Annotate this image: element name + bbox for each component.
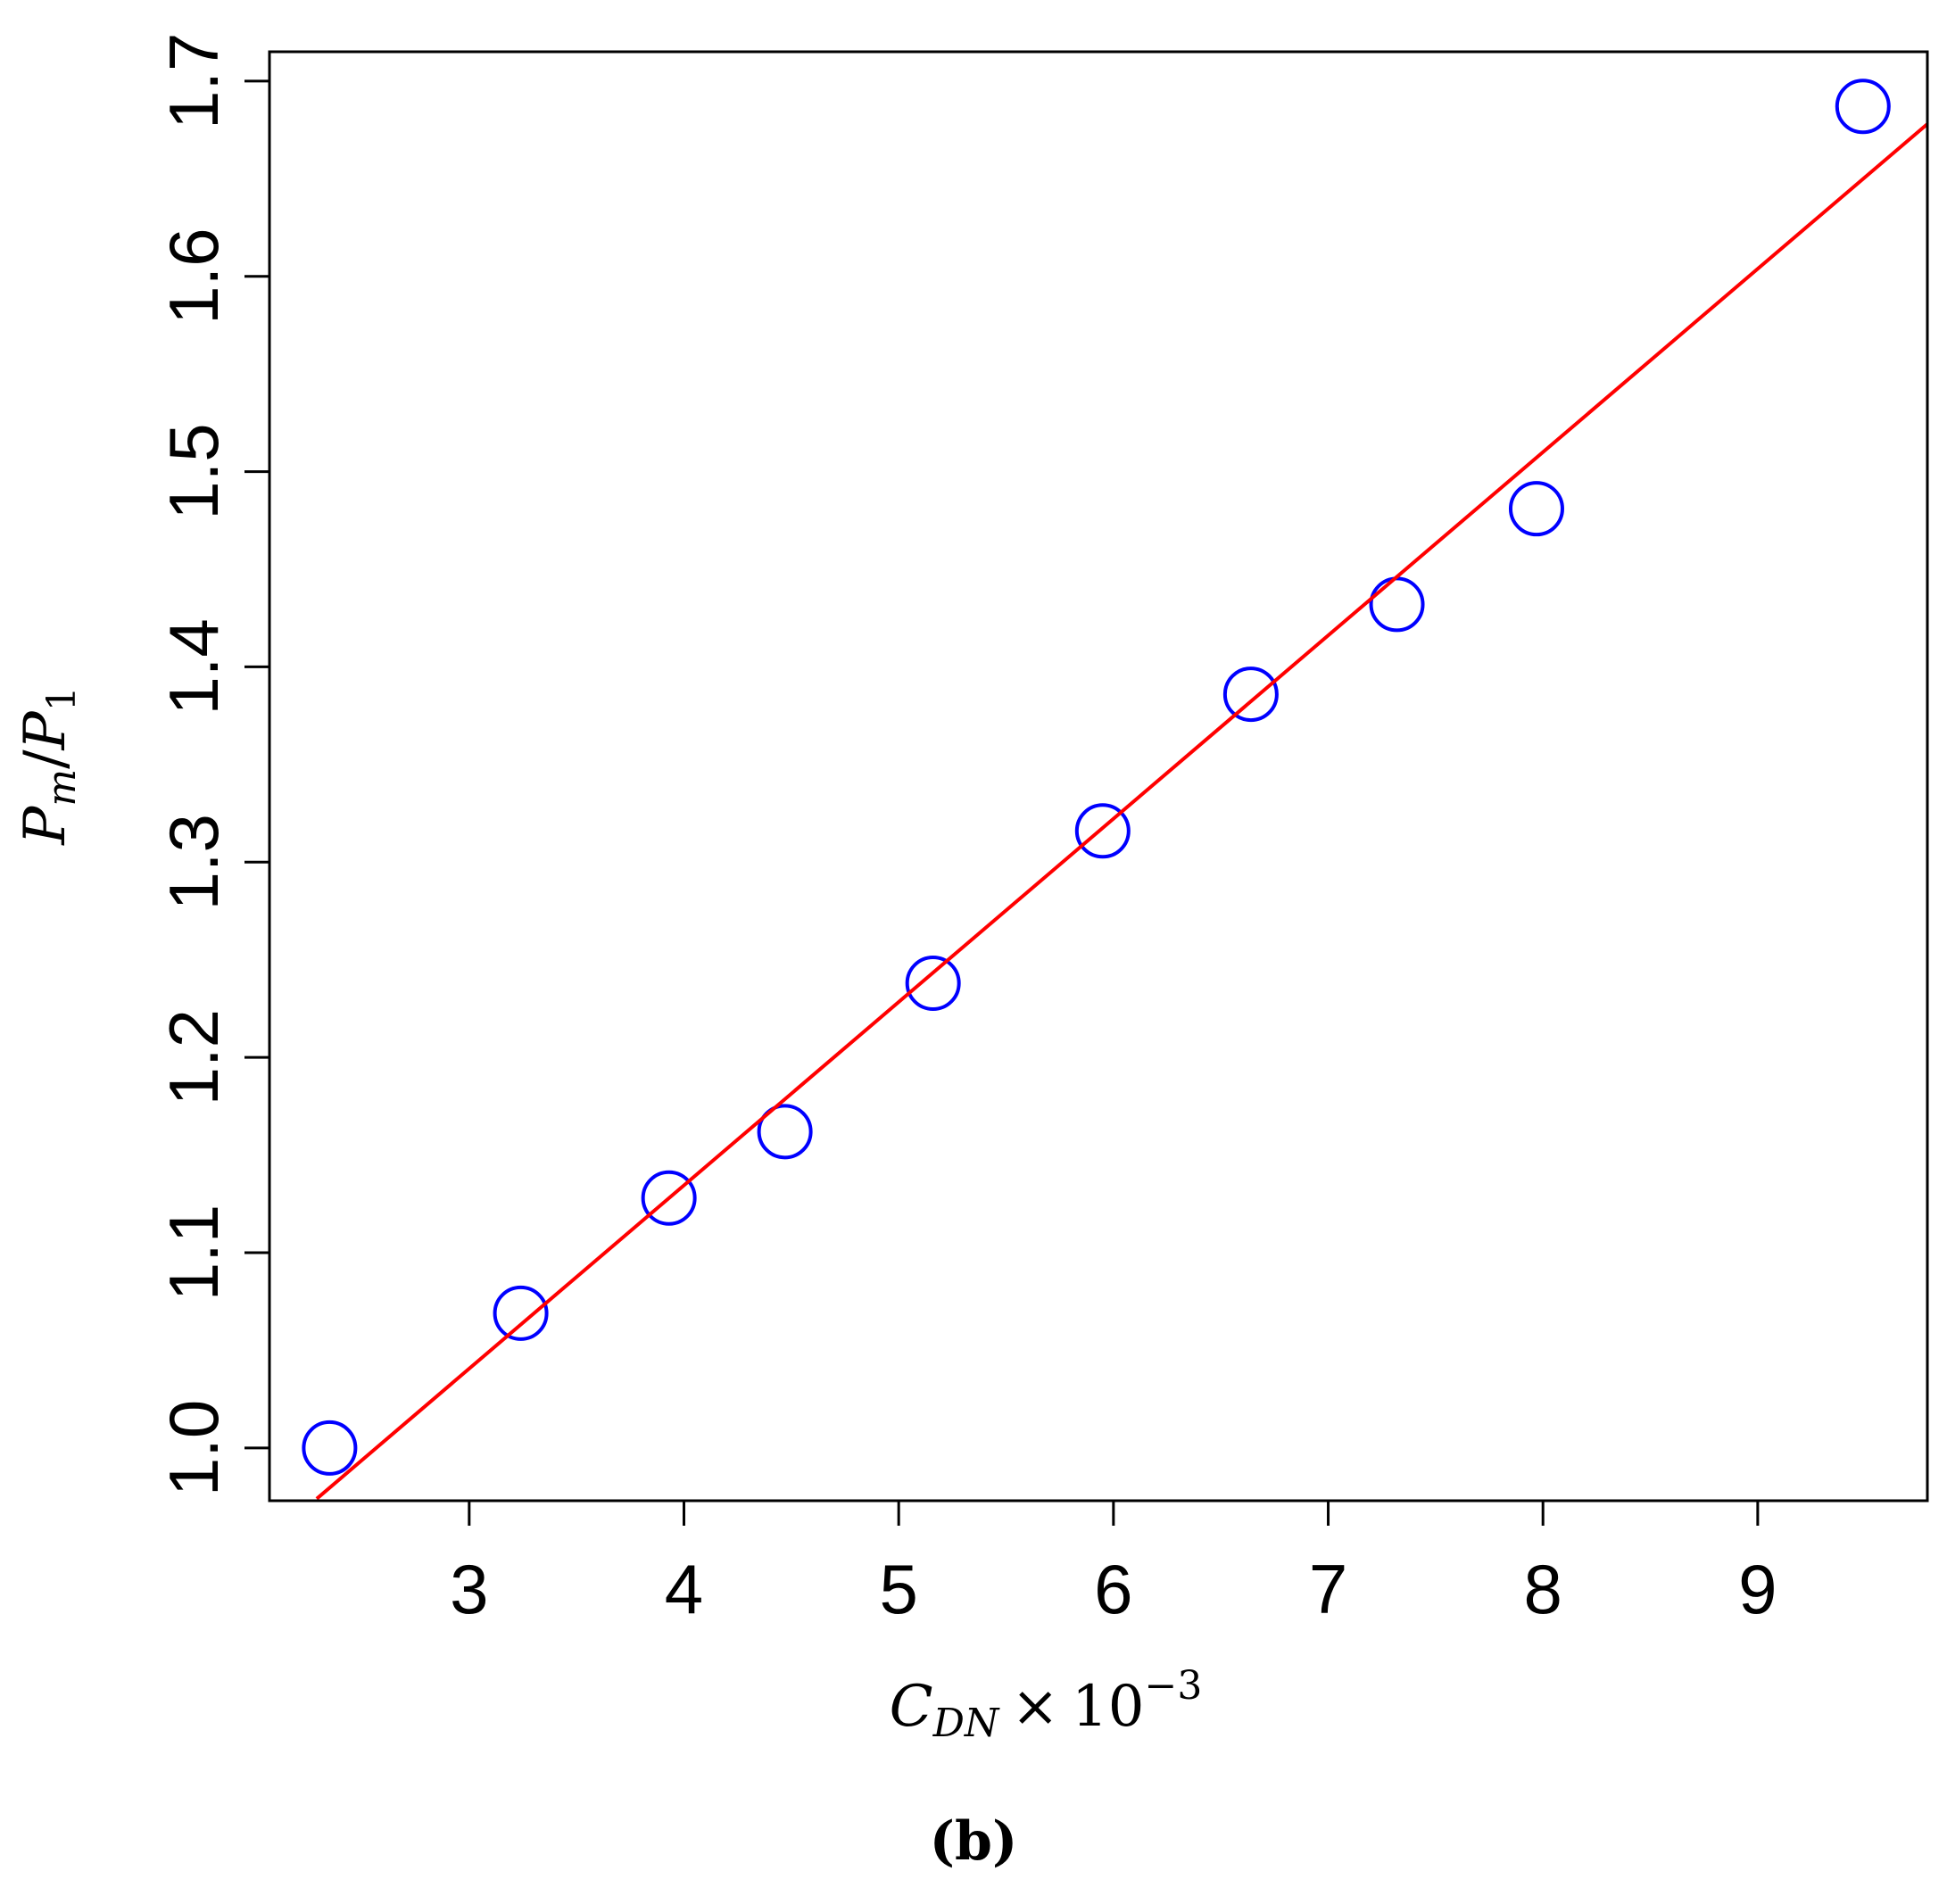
data-point bbox=[905, 956, 961, 1011]
y-label-numerator-sub: m bbox=[39, 769, 85, 807]
x-label-times: × bbox=[1011, 1674, 1059, 1740]
figure-caption: (b) bbox=[930, 1810, 1018, 1873]
data-point bbox=[1074, 803, 1131, 859]
x-axis-label: CDN × 10−3 bbox=[890, 1663, 1203, 1746]
plot-frame bbox=[268, 50, 1929, 1503]
x-tick-label: 8 bbox=[1523, 1550, 1562, 1628]
y-label-denominator: P bbox=[12, 710, 79, 750]
y-tick-label: 1.2 bbox=[154, 1009, 233, 1105]
plot-area bbox=[302, 79, 1927, 1501]
data-point bbox=[757, 1104, 813, 1160]
x-label-exponent: −3 bbox=[1144, 1663, 1202, 1709]
y-tick-label: 1.5 bbox=[154, 423, 233, 519]
data-point bbox=[641, 1170, 697, 1226]
data-point bbox=[1835, 79, 1891, 135]
y-label-numerator: P bbox=[12, 806, 79, 846]
data-point bbox=[493, 1285, 549, 1341]
x-label-subscript: DN bbox=[932, 1701, 1000, 1746]
fit-line bbox=[315, 122, 1927, 1501]
data-point bbox=[1222, 666, 1279, 723]
x-tick-label: 7 bbox=[1309, 1550, 1347, 1628]
svg-text:CDN×10−3: CDN × 10−3 bbox=[890, 1663, 1203, 1746]
y-tick-label: 1.7 bbox=[154, 33, 233, 129]
data-point bbox=[1508, 481, 1564, 537]
x-label-base: 10 bbox=[1072, 1674, 1144, 1740]
x-label-symbol: C bbox=[890, 1674, 933, 1740]
y-tick-label: 1.3 bbox=[154, 814, 233, 910]
x-tick-label: 9 bbox=[1738, 1550, 1777, 1628]
svg-text:Pm/P1: Pm/P1 bbox=[12, 686, 85, 845]
axes: 3 4 5 6 7 8 9 1.0 1.1 1.2 1.3 1.4 1.5 1.6 1.7 bbox=[154, 33, 1929, 1628]
x-tick-label: 3 bbox=[450, 1550, 488, 1628]
x-tick-label: 6 bbox=[1094, 1550, 1132, 1628]
y-axis-label: Pm/P1 bbox=[12, 686, 85, 845]
x-tick-label: 5 bbox=[879, 1550, 917, 1628]
y-tick-label: 1.1 bbox=[154, 1204, 233, 1301]
y-tick-label: 1.0 bbox=[154, 1400, 233, 1496]
y-label-denominator-sub: 1 bbox=[39, 686, 85, 711]
y-tick-label: 1.6 bbox=[154, 228, 233, 324]
data-point bbox=[302, 1420, 358, 1476]
data-point bbox=[1369, 576, 1425, 633]
y-tick-label: 1.4 bbox=[154, 618, 233, 715]
y-label-slash: / bbox=[12, 749, 79, 769]
x-tick-label: 4 bbox=[665, 1550, 703, 1628]
